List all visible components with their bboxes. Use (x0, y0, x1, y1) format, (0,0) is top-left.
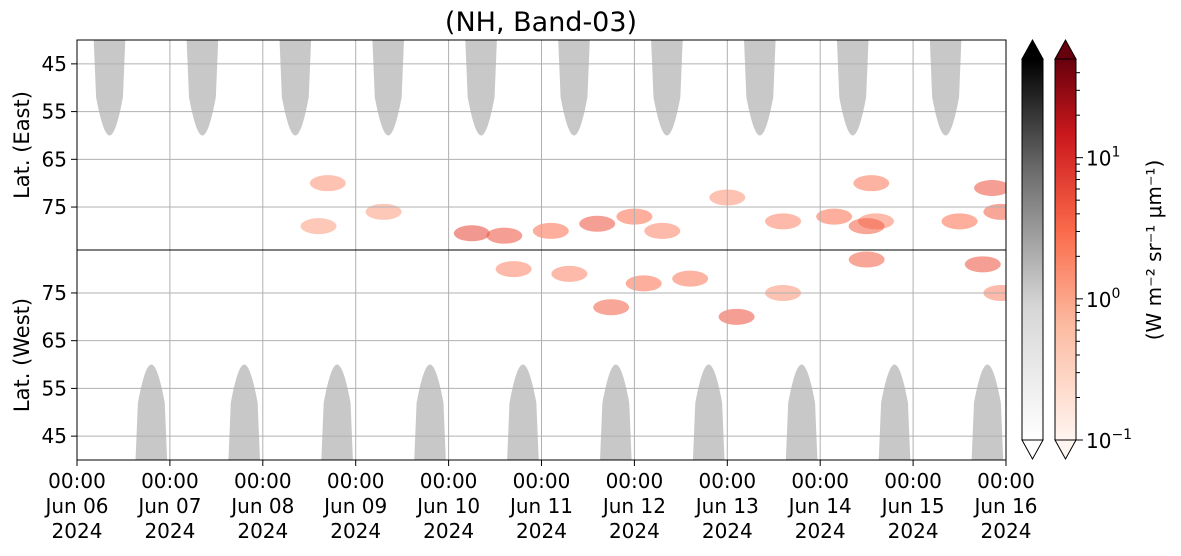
emission-cluster-20 (593, 299, 630, 316)
xtick-label-6-3: 2024 (609, 519, 660, 543)
east-ytick-label-0: 45 (42, 52, 67, 76)
emission-cluster-11 (853, 175, 890, 192)
emission-cluster-23 (718, 308, 755, 325)
west-ytick-label-2: 55 (42, 376, 67, 400)
chart-title: (NH, Band-03) (445, 7, 637, 38)
emission-cluster-17 (365, 203, 402, 220)
xtick-label-9-1: 00:00 (884, 469, 942, 493)
emission-cluster-21 (625, 275, 662, 292)
cb-tick-label-0: 101 (1086, 145, 1120, 171)
emission-cluster-12 (941, 213, 978, 230)
xtick-label-4-1: 00:00 (420, 469, 478, 493)
greys-extend-min (1021, 439, 1044, 461)
emission-cluster-2 (532, 222, 569, 239)
xtick-label-1-2: Jun 07 (136, 494, 201, 518)
reds-extend-min (1054, 439, 1077, 461)
xtick-label-5-2: Jun 11 (508, 494, 573, 518)
east-panel (77, 40, 1006, 250)
emission-cluster-1 (486, 227, 523, 244)
xtick-label-8-1: 00:00 (791, 469, 849, 493)
xtick-label-6-2: Jun 12 (601, 494, 666, 518)
emission-cluster-8 (816, 208, 853, 225)
emission-cluster-13 (974, 179, 1006, 196)
colorbar-label: (W m⁻² sr⁻¹ μm⁻¹) (1142, 160, 1166, 341)
xtick-label-3-3: 2024 (330, 519, 381, 543)
emission-cluster-0 (453, 225, 490, 242)
west-ytick-label-0: 75 (42, 281, 67, 305)
west-ylabel: Lat. (West) (10, 298, 34, 412)
west-panel (77, 250, 1006, 460)
xtick-label-10-3: 2024 (981, 519, 1032, 543)
xtick-label-0-1: 00:00 (48, 469, 106, 493)
xtick-label-4-2: Jun 10 (415, 494, 480, 518)
xtick-label-6-1: 00:00 (606, 469, 664, 493)
xtick-label-7-3: 2024 (702, 519, 753, 543)
emission-cluster-19 (551, 265, 588, 282)
xtick-label-5-3: 2024 (516, 519, 567, 543)
xtick-label-2-3: 2024 (237, 519, 288, 543)
reds-extend-max (1054, 38, 1077, 60)
east-ytick-label-1: 55 (42, 100, 67, 124)
xtick-label-10-2: Jun 16 (972, 494, 1037, 518)
xtick-label-5-1: 00:00 (513, 469, 571, 493)
xtick-label-8-2: Jun 14 (787, 494, 852, 518)
cb-tick-label-2: 10−1 (1086, 427, 1132, 453)
emission-cluster-10 (848, 218, 885, 235)
emission-cluster-25 (848, 251, 885, 268)
xtick-label-3-1: 00:00 (327, 469, 385, 493)
east-ytick-label-3: 75 (42, 195, 67, 219)
xtick-label-1-3: 2024 (144, 519, 195, 543)
xtick-label-2-1: 00:00 (234, 469, 292, 493)
emission-cluster-14 (983, 203, 1006, 220)
xtick-label-0-2: Jun 06 (43, 494, 108, 518)
emission-cluster-18 (495, 261, 532, 278)
emission-cluster-22 (672, 270, 709, 287)
xtick-label-0-3: 2024 (52, 519, 103, 543)
xtick-label-1-1: 00:00 (141, 469, 199, 493)
greys-extend-max (1021, 38, 1044, 60)
greys-colorbar (1021, 38, 1044, 461)
xtick-label-4-3: 2024 (423, 519, 474, 543)
xtick-label-10-1: 00:00 (977, 469, 1035, 493)
east-ytick-label-2: 65 (42, 147, 67, 171)
west-ytick-label-1: 65 (42, 329, 67, 353)
emission-cluster-16 (300, 218, 337, 235)
emission-cluster-26 (964, 256, 1001, 273)
west-ytick-label-3: 45 (42, 424, 67, 448)
xtick-label-7-1: 00:00 (698, 469, 756, 493)
emission-cluster-7 (765, 213, 802, 230)
xtick-label-2-2: Jun 08 (229, 494, 294, 518)
xtick-label-8-3: 2024 (795, 519, 846, 543)
xtick-label-9-2: Jun 15 (880, 494, 945, 518)
emission-cluster-5 (644, 222, 681, 239)
xtick-label-3-2: Jun 09 (322, 494, 387, 518)
east-ylabel: Lat. (East) (10, 91, 34, 199)
xtick-label-7-2: Jun 13 (694, 494, 759, 518)
cb-tick-label-1: 100 (1086, 286, 1120, 312)
xtick-label-9-3: 2024 (888, 519, 939, 543)
emission-cluster-3 (579, 215, 616, 232)
reds-colorbar (1054, 38, 1077, 461)
emission-cluster-15 (309, 175, 346, 192)
